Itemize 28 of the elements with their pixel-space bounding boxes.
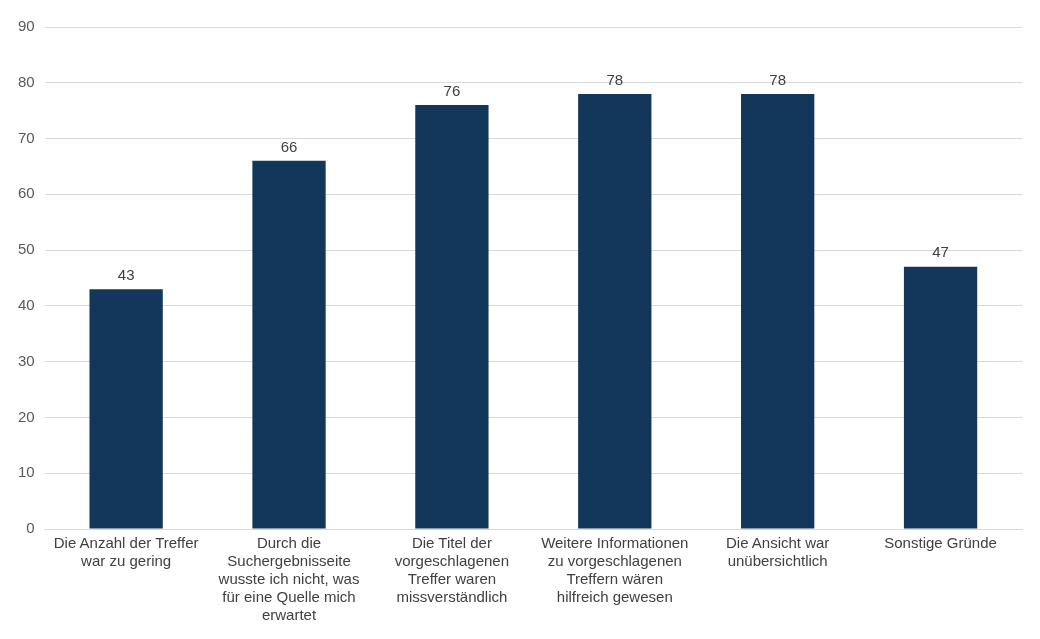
x-tick-label: Sonstige Gründe: [884, 534, 997, 552]
y-tick-label: 20: [18, 407, 35, 425]
x-tick-label: Durch die Suchergebnisseite wusste ich nicht, was für eine Quelle mich erwartet: [217, 534, 360, 624]
bar: [415, 105, 489, 529]
y-tick-label: 90: [18, 17, 35, 35]
bar: [741, 93, 815, 529]
data-label: 78: [769, 70, 787, 88]
data-label: 47: [932, 243, 949, 261]
y-tick-label: 60: [18, 184, 35, 202]
y-tick-label: 40: [18, 296, 35, 314]
y-tick-label: 70: [18, 128, 35, 146]
x-tick-label: Die Titel der vorgeschlagenen Treffer waren missverständlich: [394, 534, 510, 606]
data-label: 66: [280, 137, 298, 155]
x-tick-label: Die Ansicht war unübersichtlich: [725, 534, 830, 570]
x-tick-label: Weitere Informationen zu vorgeschlagenen Treffern wären hilfreich gewesen: [541, 534, 689, 606]
bar: [89, 289, 163, 529]
y-tick-label: 30: [18, 351, 35, 369]
bar: [578, 93, 652, 529]
y-tick-label: 0: [26, 519, 35, 537]
data-label: 78: [606, 70, 624, 88]
y-tick-label: 50: [18, 240, 35, 258]
y-tick-label: 80: [18, 72, 35, 90]
bar: [903, 266, 978, 529]
data-label: 76: [443, 81, 461, 99]
x-tick-label: Die Anzahl der Treffer war zu gering: [53, 534, 199, 570]
y-tick-label: 10: [18, 463, 35, 481]
data-label: 43: [117, 265, 135, 283]
bar: [252, 160, 326, 529]
